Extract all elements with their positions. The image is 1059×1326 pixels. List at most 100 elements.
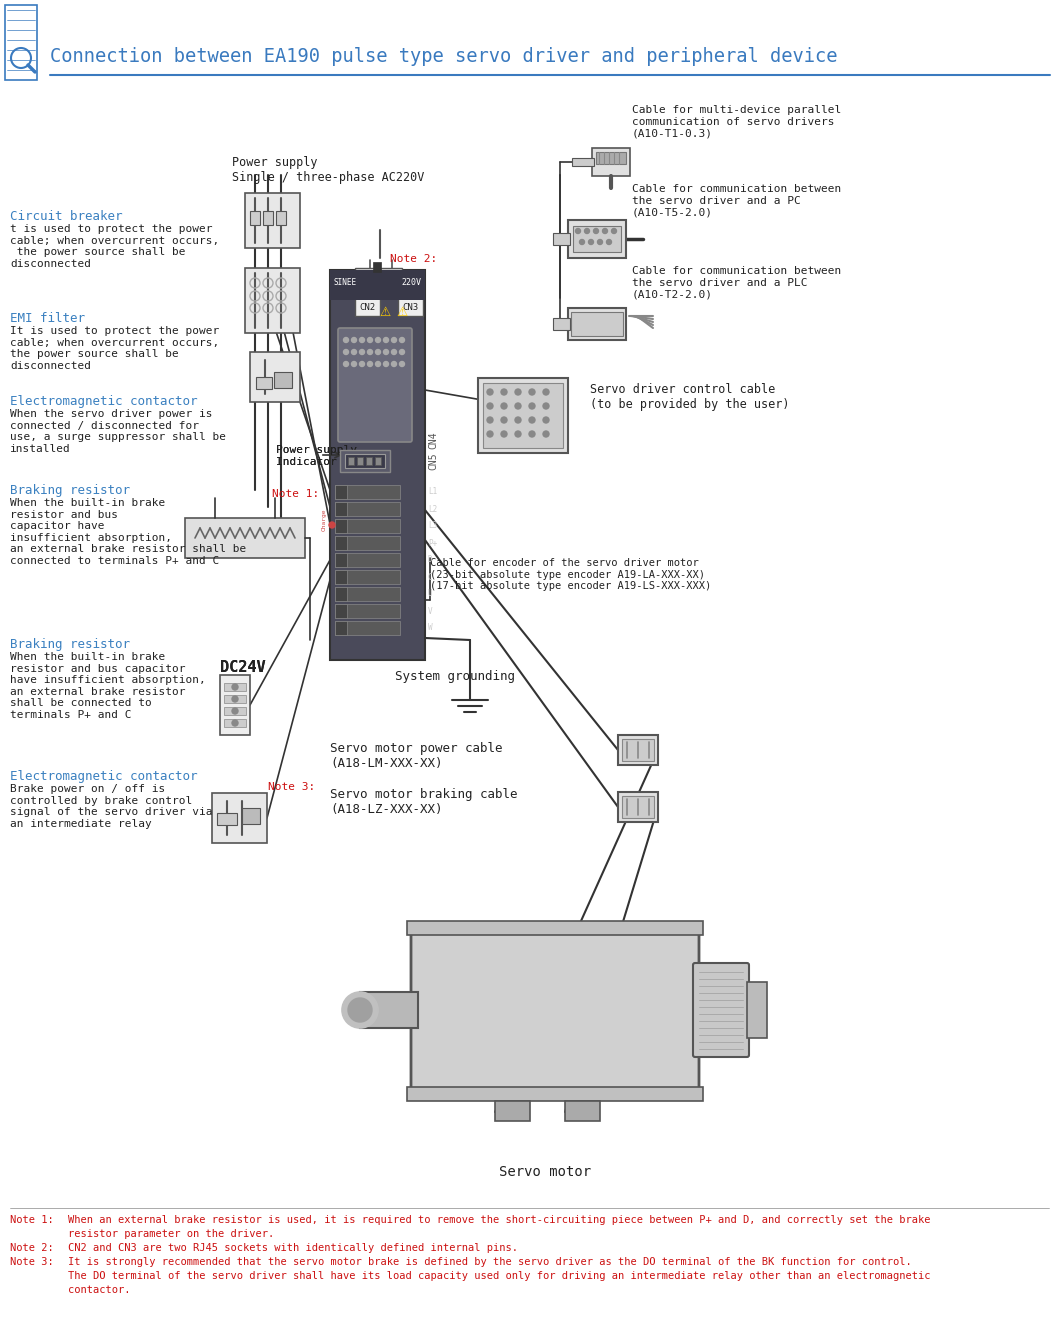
Circle shape (543, 389, 549, 395)
Text: L2: L2 (428, 504, 437, 513)
Circle shape (367, 338, 373, 342)
Circle shape (383, 338, 389, 342)
Text: L3: L3 (428, 521, 437, 530)
Circle shape (376, 338, 380, 342)
Circle shape (376, 362, 380, 366)
Circle shape (530, 431, 535, 438)
Circle shape (501, 389, 507, 395)
Circle shape (501, 416, 507, 423)
Circle shape (515, 403, 521, 408)
Text: Note 1:: Note 1: (272, 489, 319, 499)
Text: U: U (428, 590, 433, 598)
Bar (225, 695, 246, 703)
Bar (572, 158, 594, 166)
Text: When the built-in brake
resistor and bus capacitor
have insufficient absorption,: When the built-in brake resistor and bus… (10, 652, 205, 720)
Bar (185, 518, 305, 558)
Circle shape (515, 416, 521, 423)
Bar (553, 233, 570, 245)
Circle shape (543, 403, 549, 408)
Bar (348, 457, 354, 465)
Bar (5, 5, 37, 80)
Bar (250, 211, 261, 225)
Text: ⚠: ⚠ (379, 305, 391, 318)
Bar (335, 536, 347, 550)
Circle shape (342, 992, 378, 1028)
Circle shape (232, 696, 238, 701)
Bar (335, 605, 347, 618)
Text: Note 3:: Note 3: (10, 1257, 54, 1268)
Text: Note 2:: Note 2: (10, 1242, 54, 1253)
Text: Cable for multi-device parallel
communication of servo drivers
(A10-T1-0.3): Cable for multi-device parallel communic… (632, 105, 841, 138)
Bar (622, 739, 654, 761)
Text: W: W (428, 623, 433, 633)
Text: Servo motor power cable
(A18-LM-XXX-XX): Servo motor power cable (A18-LM-XXX-XX) (330, 743, 503, 770)
Bar (375, 457, 381, 465)
Circle shape (543, 416, 549, 423)
Circle shape (383, 350, 389, 354)
Text: When the servo driver power is
connected / disconnected for
use, a surge suppres: When the servo driver power is connected… (10, 408, 226, 453)
Text: CN5: CN5 (428, 452, 438, 469)
Bar (217, 813, 237, 825)
Bar (495, 1101, 530, 1120)
Circle shape (575, 228, 580, 233)
Bar (571, 312, 623, 335)
Circle shape (232, 684, 238, 690)
Bar (360, 992, 418, 1028)
Bar (243, 808, 261, 823)
Bar (335, 503, 347, 516)
Bar (592, 149, 630, 176)
Circle shape (530, 403, 535, 408)
Bar (335, 553, 347, 568)
Bar (566, 1101, 600, 1120)
Circle shape (501, 403, 507, 408)
Text: CN2: CN2 (359, 302, 375, 312)
Bar (335, 605, 400, 618)
Text: The DO terminal of the servo driver shall have its load capacity used only for d: The DO terminal of the servo driver shal… (68, 1272, 931, 1281)
Text: t is used to protect the power
cable; when overcurrent occurs,
 the power source: t is used to protect the power cable; wh… (10, 224, 219, 269)
Circle shape (515, 431, 521, 438)
Text: Brake power on / off is
controlled by brake control
signal of the servo driver v: Brake power on / off is controlled by br… (10, 784, 213, 829)
Text: Electromagnetic contactor: Electromagnetic contactor (10, 770, 197, 782)
Bar (335, 485, 400, 499)
Bar (250, 351, 300, 402)
Circle shape (392, 362, 396, 366)
Text: DC24V: DC24V (220, 660, 266, 675)
Circle shape (232, 720, 238, 727)
Bar (568, 308, 626, 339)
Circle shape (232, 708, 238, 713)
Text: When an external brake resistor is used, it is required to remove the short-circ: When an external brake resistor is used,… (68, 1215, 931, 1225)
Text: Cable for communication between
the servo driver and a PC
(A10-T5-2.0): Cable for communication between the serv… (632, 184, 841, 217)
Circle shape (352, 338, 357, 342)
Circle shape (487, 431, 493, 438)
Circle shape (343, 338, 348, 342)
Bar (357, 457, 363, 465)
Text: Power supply
Indicator light: Power supply Indicator light (276, 446, 377, 467)
Bar (747, 983, 767, 1038)
Text: Electromagnetic contactor: Electromagnetic contactor (10, 395, 197, 408)
Text: It is used to protect the power
cable; when overcurrent occurs,
the power source: It is used to protect the power cable; w… (10, 326, 219, 371)
Text: CN4: CN4 (428, 431, 438, 448)
Circle shape (579, 240, 585, 244)
Text: Servo driver control cable
(to be provided by the user): Servo driver control cable (to be provid… (590, 383, 790, 411)
Circle shape (501, 431, 507, 438)
Text: It is strongly recommended that the servo motor brake is defined by the servo dr: It is strongly recommended that the serv… (68, 1257, 912, 1268)
Text: Power supply
Indicator light: Power supply Indicator light (276, 446, 377, 467)
Bar (256, 377, 272, 389)
Text: ⚠: ⚠ (396, 305, 408, 318)
Circle shape (359, 350, 364, 354)
Circle shape (611, 228, 616, 233)
Circle shape (530, 389, 535, 395)
Circle shape (487, 403, 493, 408)
Bar (220, 675, 250, 735)
Bar (573, 225, 621, 252)
Bar (553, 318, 570, 330)
Bar (335, 518, 400, 533)
Circle shape (392, 338, 396, 342)
Bar (335, 518, 347, 533)
Bar (340, 450, 390, 472)
Bar (355, 298, 380, 316)
Text: Note 3:: Note 3: (268, 782, 316, 792)
Circle shape (343, 362, 348, 366)
Circle shape (515, 389, 521, 395)
Bar (335, 621, 400, 635)
